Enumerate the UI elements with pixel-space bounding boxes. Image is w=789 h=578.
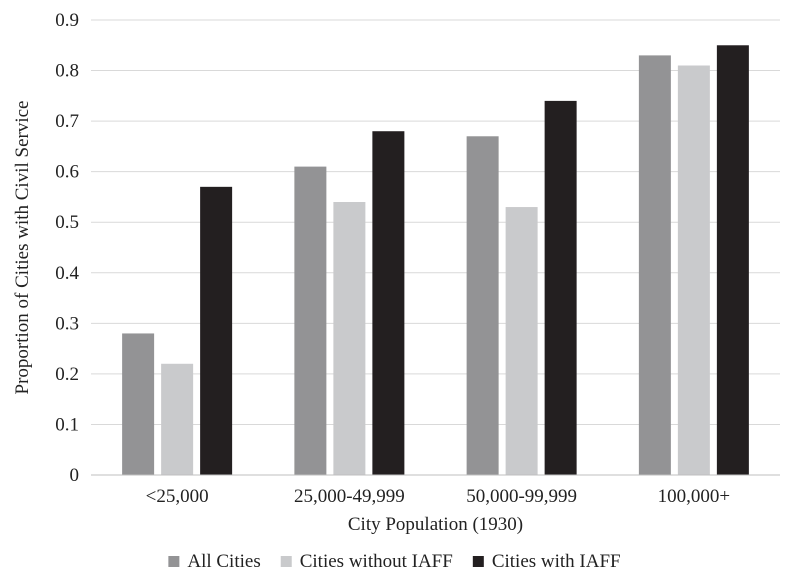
bar (333, 202, 366, 475)
y-tick-label: 0.4 (55, 263, 79, 284)
y-tick-label: 0.6 (55, 162, 79, 183)
x-tick-label: <25,000 (146, 486, 209, 507)
bar (294, 166, 327, 475)
legend-label: Cities with IAFF (492, 551, 621, 572)
gridlines (91, 19, 780, 425)
bar (122, 333, 155, 475)
x-axis-title: City Population (1930) (348, 514, 523, 535)
bar (638, 55, 671, 476)
x-tick-label: 25,000-49,999 (294, 486, 405, 507)
y-axis-title: Proportion of Cities with Civil Service (12, 101, 33, 395)
y-tick-label: 0.1 (55, 414, 79, 435)
bar (161, 363, 194, 475)
bar (372, 131, 405, 475)
bar (544, 100, 577, 475)
y-tick-label: 0 (70, 465, 80, 486)
bar (505, 207, 538, 476)
y-tick-label: 0.2 (55, 364, 79, 385)
legend: All Cities Cities without IAFF Cities with… (168, 551, 621, 572)
y-tick-label: 0.9 (55, 10, 79, 31)
y-tick-label: 0.5 (55, 212, 79, 233)
legend-swatch (472, 556, 484, 567)
bar (716, 45, 749, 476)
legend-item: Cities with IAFF (472, 551, 621, 572)
legend-label: Cities without IAFF (300, 551, 453, 572)
y-tick-label: 0.8 (55, 61, 79, 82)
y-tick-label: 0.3 (55, 313, 79, 334)
bar (466, 136, 499, 475)
legend-item: Cities without IAFF (280, 551, 453, 572)
x-tick-label: 50,000-99,999 (466, 486, 577, 507)
x-axis-ticks: <25,000 25,000-49,999 50,000-99,999 100,000… (146, 486, 730, 507)
legend-label: All Cities (187, 551, 260, 572)
bar (677, 65, 710, 475)
legend-item: All Cities (168, 551, 261, 572)
legend-swatch (168, 556, 180, 567)
y-tick-label: 0.7 (55, 111, 79, 132)
y-axis-ticks: 0 0.1 0.2 0.3 0.4 0.5 0.6 0.7 0.8 0.9 (55, 10, 79, 486)
bars (122, 45, 749, 476)
legend-swatch (280, 556, 292, 567)
x-tick-label: 100,000+ (658, 486, 730, 507)
bar (200, 186, 233, 476)
